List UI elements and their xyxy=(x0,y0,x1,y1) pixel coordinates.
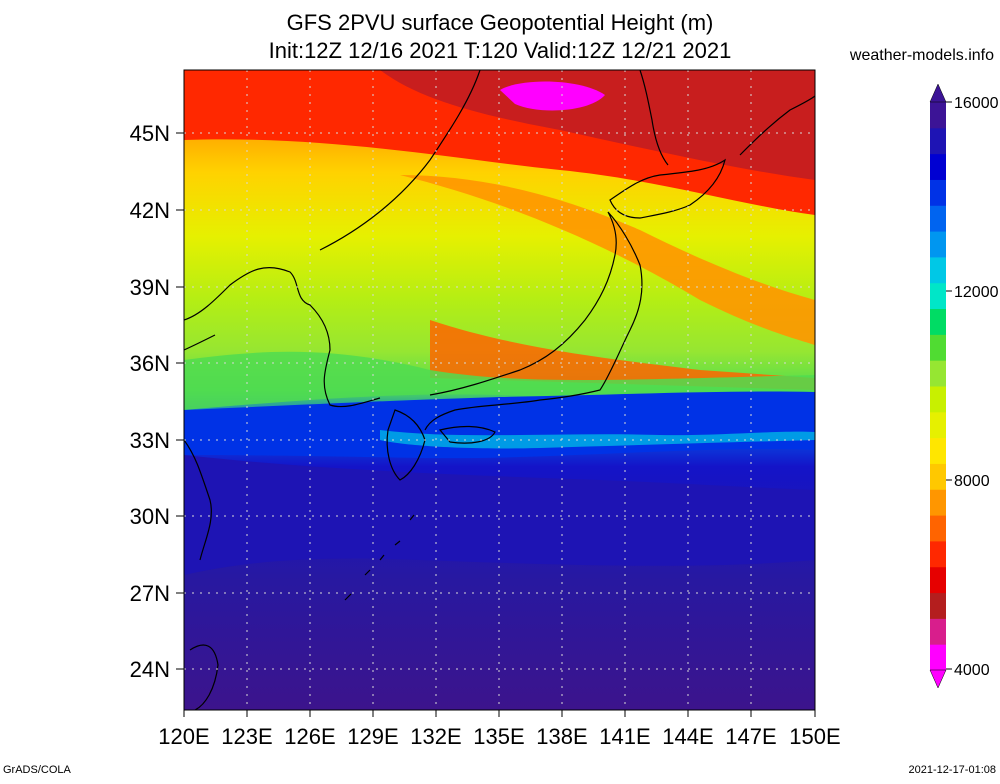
lon-label: 123E xyxy=(221,724,272,749)
china-coastline xyxy=(184,334,216,561)
title-line-1: GFS 2PVU surface Geopotential Height (m) xyxy=(287,10,714,35)
colorbar-swatch xyxy=(930,386,946,413)
shikoku-coastline xyxy=(438,425,496,444)
lat-label: 36N xyxy=(130,351,170,376)
lon-labels: 120E 123E 126E 129E 132E 135E 138E 141E … xyxy=(158,724,840,749)
lat-label: 45N xyxy=(130,121,170,146)
lat-label: 42N xyxy=(130,198,170,223)
lat-label: 30N xyxy=(130,504,170,529)
lat-label: 27N xyxy=(130,581,170,606)
lon-label: 135E xyxy=(473,724,524,749)
colorbar-swatch xyxy=(930,102,946,129)
lon-label: 138E xyxy=(536,724,587,749)
colorbar-label: 4000 xyxy=(954,662,990,679)
colorbar-swatch xyxy=(930,256,946,284)
colorbar-swatch xyxy=(930,127,946,155)
colorbar xyxy=(929,83,952,689)
colorbar-swatch xyxy=(930,437,946,464)
colorbar-swatch xyxy=(930,411,946,439)
colorbar-label: 12000 xyxy=(954,284,999,301)
lon-label: 141E xyxy=(599,724,650,749)
height-field xyxy=(184,70,815,710)
colorbar-swatch xyxy=(930,179,946,206)
colorbar-swatch xyxy=(930,566,946,594)
kyushu-coastline xyxy=(386,409,426,481)
lon-label: 126E xyxy=(284,724,335,749)
lon-label: 120E xyxy=(158,724,209,749)
colorbar-swatch xyxy=(930,334,946,361)
lon-label: 129E xyxy=(347,724,398,749)
honshu-coastline xyxy=(424,211,643,431)
colorbar-label: 16000 xyxy=(954,95,999,112)
taiwan-coastline xyxy=(189,644,219,710)
colorbar-label: 8000 xyxy=(954,473,990,490)
colorbar-swatch xyxy=(930,540,946,568)
lon-label: 147E xyxy=(725,724,776,749)
lat-label: 24N xyxy=(130,657,170,682)
colorbar-max-arrow xyxy=(929,83,947,103)
colorbar-swatch xyxy=(930,153,946,180)
colorbar-swatch xyxy=(930,231,946,258)
colorbar-swatch xyxy=(930,592,946,619)
lat-label: 39N xyxy=(130,275,170,300)
colorbar-labels: 16000 12000 8000 4000 xyxy=(954,95,999,679)
lat-label: 33N xyxy=(130,428,170,453)
footer-left: GrADS/COLA xyxy=(3,764,72,776)
ryukyu-islands xyxy=(344,514,415,601)
colorbar-swatch xyxy=(930,644,946,671)
colorbar-swatch xyxy=(930,463,946,490)
colorbar-min-arrow xyxy=(929,669,947,689)
russia-coastline xyxy=(319,70,481,251)
footer-right: 2021-12-17-01:08 xyxy=(909,764,996,776)
lon-ticks xyxy=(183,710,816,717)
colorbar-swatch xyxy=(930,618,946,645)
source-label: weather-models.info xyxy=(849,47,994,64)
gridlines xyxy=(184,70,815,710)
korea-coastline xyxy=(184,266,381,408)
colorbar-swatch xyxy=(930,205,946,232)
colorbar-swatch xyxy=(930,360,946,387)
coastlines xyxy=(184,70,815,710)
lon-label: 132E xyxy=(410,724,461,749)
lat-ticks xyxy=(176,132,184,670)
title-line-2: Init:12Z 12/16 2021 T:120 Valid:12Z 12/2… xyxy=(269,38,732,63)
colorbar-swatch xyxy=(930,308,946,335)
colorbar-swatch xyxy=(930,282,946,310)
hokkaido-coastline xyxy=(609,158,726,219)
sakhalin-coastline xyxy=(639,70,669,166)
height-minimum-blob xyxy=(500,81,605,111)
lon-label: 144E xyxy=(662,724,713,749)
colorbar-swatch xyxy=(930,489,946,516)
lon-label: 150E xyxy=(789,724,840,749)
kuril-coastline xyxy=(739,95,815,156)
colorbar-swatch xyxy=(930,515,946,542)
lat-labels: 45N 42N 39N 36N 33N 30N 27N 24N xyxy=(130,121,170,682)
